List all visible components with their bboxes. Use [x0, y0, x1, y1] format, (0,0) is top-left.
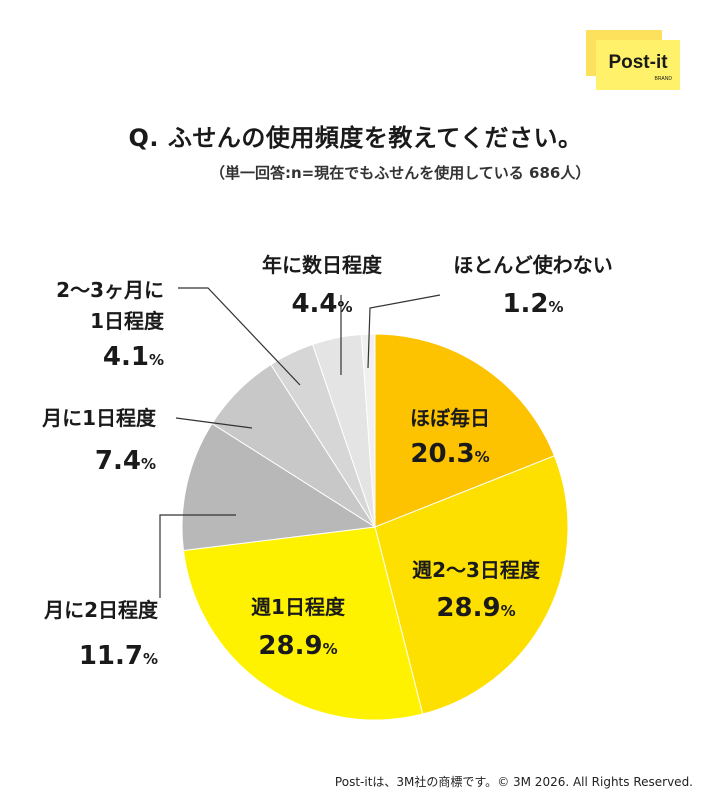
pie-slice-2	[182, 526, 424, 721]
logo-text: Post-it	[608, 52, 668, 73]
leader-line-7	[367, 294, 441, 369]
slice-label-1: 週2〜3日程度	[412, 558, 541, 582]
slice-label-0: ほぼ毎日	[410, 406, 490, 430]
chart-subtitle: （単一回答:n=現在でもふせんを使用している 686人）	[210, 164, 591, 182]
slice-value-5: 4.1%	[103, 342, 164, 372]
copyright-footer: Post-itは、3M社の商標です。© 3M 2026. All Rights …	[334, 775, 693, 789]
slice-value-0: 20.3%	[410, 439, 489, 469]
slice-label-6: 年に数日程度	[262, 253, 383, 277]
pie-slice-1	[374, 455, 569, 715]
slice-value-4: 7.4%	[95, 446, 156, 476]
slice-label-5-line2: 1日程度	[90, 309, 165, 333]
slice-value-3: 11.7%	[79, 641, 158, 671]
leader-line-3	[159, 514, 236, 598]
slice-label-5: 2〜3ヶ月に	[56, 278, 164, 302]
slice-label-4: 月に1日程度	[41, 406, 157, 430]
post-it-logo: Post-it BRAND	[586, 30, 680, 90]
slice-value-6: 4.4%	[291, 289, 352, 319]
slice-label-3: 月に2日程度	[43, 598, 159, 622]
logo-note-front	[596, 40, 680, 90]
slice-value-7: 1.2%	[502, 289, 563, 319]
slice-value-1: 28.9%	[436, 593, 515, 623]
pie-slice-0	[374, 333, 556, 528]
pie-slice-3	[181, 422, 377, 552]
chart-title: Q. ふせんの使用頻度を教えてください。	[128, 124, 583, 152]
leader-line-5	[178, 287, 301, 386]
logo-sub: BRAND	[654, 76, 672, 82]
leader-lines	[159, 287, 441, 598]
slice-label-2: 週1日程度	[251, 595, 346, 619]
slice-value-2: 28.9%	[258, 631, 337, 661]
leader-line-4	[175, 417, 253, 429]
pie-slice-7	[360, 333, 376, 528]
pie-slices	[181, 333, 569, 721]
slice-label-7: ほとんど使わない	[453, 253, 612, 277]
slice-labels: ほぼ毎日 20.3% 週2〜3日程度 28.9% 週1日程度 28.9% 月に2日程度 11.…	[41, 253, 613, 671]
